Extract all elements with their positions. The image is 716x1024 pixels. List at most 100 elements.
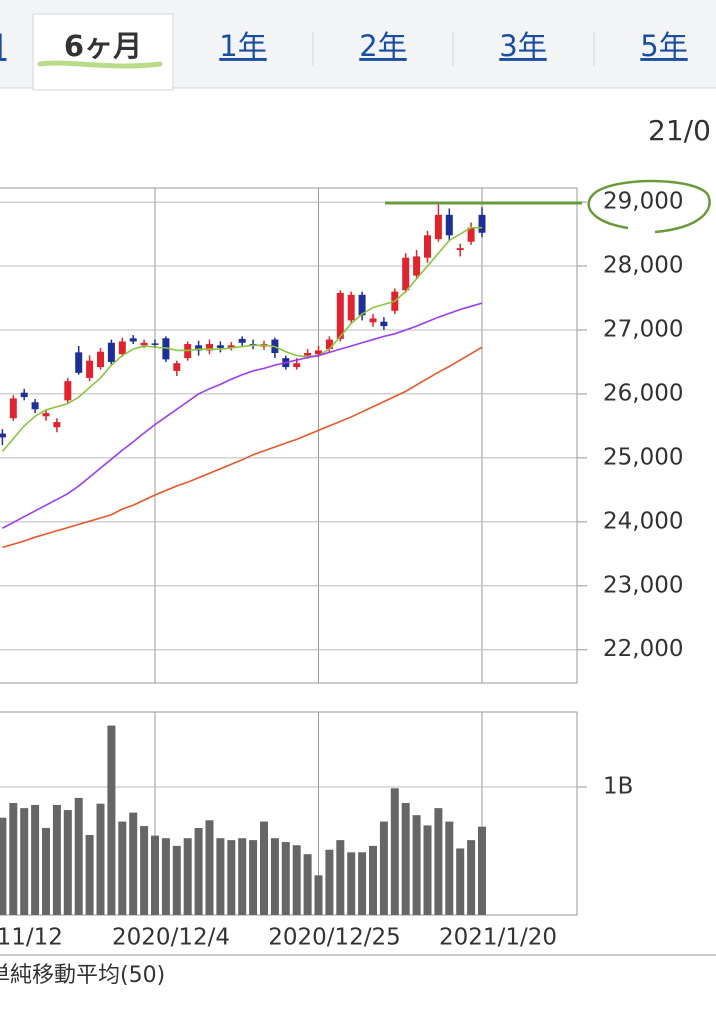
candle-body <box>227 345 235 348</box>
candle-body <box>467 227 475 242</box>
tab-active-bg <box>32 13 174 91</box>
y-tick-label: 24,000 <box>603 508 683 534</box>
y-tick-label: 27,000 <box>603 316 683 342</box>
candle-body <box>173 363 181 371</box>
volume-bar <box>74 797 83 915</box>
candle-body <box>9 398 17 419</box>
volume-bar <box>412 815 421 915</box>
candle-body <box>293 363 301 368</box>
tabs: 日 6ヶ月 1年 2年 3年 5年 <box>0 13 688 91</box>
candle-body <box>64 381 72 401</box>
volume-bar <box>161 838 170 915</box>
candle-body <box>347 294 355 321</box>
y-tick-label: 25,000 <box>603 444 683 470</box>
volume-bar <box>467 840 476 915</box>
candle-body <box>97 351 104 368</box>
candle-body <box>315 350 322 355</box>
candle-body <box>358 294 366 316</box>
annotation-circle <box>587 179 711 234</box>
candle-body <box>86 360 94 378</box>
tab[interactable]: 1年 <box>219 29 266 63</box>
y-tick-label: 26,000 <box>603 380 683 406</box>
tab[interactable]: 3年 <box>499 29 546 63</box>
volume-bar <box>42 827 50 915</box>
annotation-underline <box>37 60 163 69</box>
tab[interactable]: 2年 <box>359 29 406 63</box>
y-tick-label: 1B <box>603 774 633 800</box>
volume-bar <box>281 842 290 915</box>
candle-body <box>304 353 312 356</box>
volume-bar <box>31 804 40 915</box>
y-tick-label: 29,000 <box>603 189 683 215</box>
candle-body <box>336 292 344 339</box>
candle-body <box>478 214 486 233</box>
volume-bar <box>63 810 72 915</box>
moving-average-line <box>2 346 483 549</box>
moving-average-line <box>2 302 483 529</box>
volume-bar <box>390 788 399 915</box>
candle-body <box>162 338 170 360</box>
volume-bar <box>238 838 247 915</box>
candle-body <box>107 342 115 362</box>
candle-body <box>369 318 377 323</box>
volume-bar <box>172 845 181 915</box>
volume-bar <box>107 725 116 915</box>
candle-body <box>456 248 464 251</box>
candle-body <box>195 345 203 351</box>
volume-bar <box>129 812 138 915</box>
candle-body <box>206 344 213 351</box>
volume-bar <box>118 821 127 915</box>
volume-bar <box>85 835 94 915</box>
candle-body <box>238 338 246 343</box>
volume-bar <box>270 838 279 915</box>
candle-body <box>325 339 333 350</box>
volume-bar <box>140 826 149 915</box>
volume-bar <box>325 849 334 915</box>
volume-bar <box>303 854 312 915</box>
candle-body <box>0 433 6 438</box>
x-tick-label: 2021/1/20 <box>439 925 557 951</box>
volume-bar <box>9 803 18 915</box>
candle-body <box>31 402 39 410</box>
candle-body <box>445 214 453 236</box>
price-frame <box>0 187 578 684</box>
price-plot <box>0 188 577 683</box>
volume-bar <box>445 821 454 915</box>
volume-bar <box>96 803 105 915</box>
candle-body <box>118 341 126 355</box>
volume-bar <box>423 825 432 915</box>
candle-body <box>413 256 421 276</box>
date-header: 21/0 <box>648 114 711 147</box>
volume-bar <box>183 838 192 915</box>
volume-bar <box>249 840 258 915</box>
volume-bar <box>52 804 61 915</box>
y-tick-label: 23,000 <box>603 572 683 598</box>
x-tick-label: 2020/12/4 <box>112 925 230 951</box>
volume-bar <box>194 827 203 915</box>
candle-body <box>151 343 159 345</box>
x-tick-label: 2020/11/12 <box>0 925 63 951</box>
volume-bar <box>347 852 356 915</box>
candle-body <box>424 235 431 258</box>
moving-average-line <box>1 226 482 453</box>
axes: 2020/11/12 2020/12/4 2020/12/25 2021/1/20 29… <box>0 189 683 951</box>
candle-body <box>216 345 224 348</box>
candle-body <box>20 392 28 398</box>
volume-bar <box>314 875 323 915</box>
volume-bar <box>478 826 486 915</box>
volume-bar <box>20 808 29 915</box>
volume-bar <box>292 845 301 915</box>
volume-bar <box>358 852 367 915</box>
candle-body <box>42 413 50 417</box>
volume-plot <box>0 712 577 915</box>
candle-body <box>129 338 137 342</box>
tab[interactable]: 5年 <box>640 29 687 63</box>
candle-body <box>434 214 442 240</box>
candle-body <box>402 257 410 291</box>
candle-body <box>75 352 83 373</box>
y-tick-label: 22,000 <box>603 636 683 662</box>
tab[interactable]: 日 <box>0 29 7 63</box>
x-tick-label: 2020/12/25 <box>268 925 401 951</box>
